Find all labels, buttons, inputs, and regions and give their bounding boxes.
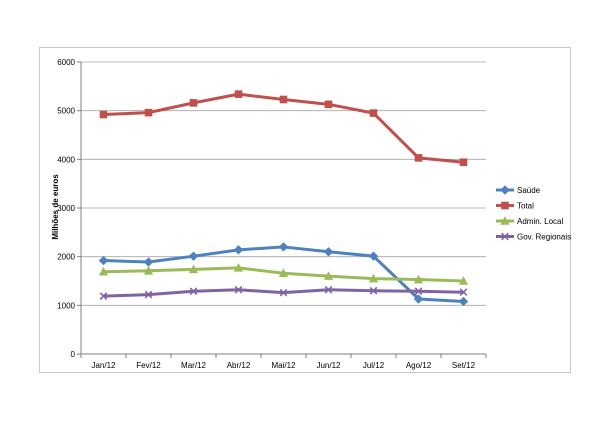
legend-marker xyxy=(501,232,509,241)
data-point xyxy=(413,294,424,304)
legend-marker xyxy=(501,201,509,210)
legend-item: Gov. Regionais xyxy=(496,233,571,242)
legend-label: Gov. Regionais xyxy=(517,233,571,242)
data-point xyxy=(324,100,333,109)
data-point xyxy=(368,251,379,261)
data-point xyxy=(234,285,243,294)
data-point xyxy=(144,108,153,117)
data-point xyxy=(278,268,289,278)
legend-item: Saúde xyxy=(496,185,541,195)
data-point xyxy=(234,90,243,98)
data-point xyxy=(144,290,153,299)
data-point xyxy=(414,287,423,296)
data-point xyxy=(279,95,288,104)
gridlines xyxy=(77,61,486,355)
legend-label: Saúde xyxy=(517,186,541,195)
x-tick-label: Jun/12 xyxy=(316,361,341,370)
series-group xyxy=(98,90,469,307)
data-point xyxy=(324,285,333,294)
x-tick-label: Ago/12 xyxy=(406,361,432,370)
legend: Saúde Total Admin. Local Gov. Regionais xyxy=(496,185,571,242)
x-tick-label: Jul/12 xyxy=(363,361,385,370)
data-point xyxy=(458,296,469,307)
series-3 xyxy=(99,285,468,300)
axes xyxy=(80,62,486,355)
y-tick-label: 4000 xyxy=(57,155,75,164)
x-tick-label: Mar/12 xyxy=(181,361,206,370)
y-tick-label: 3000 xyxy=(57,204,75,213)
y-tick-label: 0 xyxy=(71,350,76,359)
data-point xyxy=(143,257,154,267)
data-point xyxy=(143,265,154,275)
y-tick-label: 6000 xyxy=(57,58,75,67)
y-axis-label: Milhões de euros xyxy=(51,174,60,240)
data-point xyxy=(99,110,108,119)
data-point xyxy=(98,255,109,266)
x-tick-label: Fev/12 xyxy=(136,361,161,370)
series-0 xyxy=(98,242,469,307)
legend-marker xyxy=(500,185,510,195)
data-point xyxy=(188,264,199,274)
data-point xyxy=(233,245,244,255)
series-1 xyxy=(99,90,468,167)
data-point xyxy=(189,99,198,107)
data-point xyxy=(369,286,378,295)
data-point xyxy=(278,242,289,252)
data-point xyxy=(279,288,288,297)
legend-item: Admin. Local xyxy=(496,216,563,226)
data-point xyxy=(368,273,379,283)
data-point xyxy=(459,158,468,167)
data-point xyxy=(458,276,469,285)
legend-label: Total xyxy=(517,202,534,211)
data-point xyxy=(188,251,199,261)
x-tick-label: Jan/12 xyxy=(91,361,116,370)
x-tick-label: Mai/12 xyxy=(271,361,296,370)
data-point xyxy=(323,247,334,257)
data-point xyxy=(369,109,378,117)
x-tick-label: Abr/12 xyxy=(227,361,251,370)
data-point xyxy=(233,263,244,272)
series-line xyxy=(103,92,464,164)
series-2 xyxy=(98,263,469,285)
data-point xyxy=(414,154,423,162)
data-point xyxy=(99,292,108,300)
x-tick-labels: Jan/12 Fev/12 Mar/12 Abr/12 Mai/12 Jun/12 Jul/… xyxy=(80,354,487,370)
y-tick-label: 2000 xyxy=(57,253,75,262)
data-point xyxy=(323,271,334,280)
x-tick-label: Set/12 xyxy=(452,361,476,370)
y-tick-label: 1000 xyxy=(57,301,75,310)
y-tick-labels: 0 1000 2000 3000 4000 5000 6000 xyxy=(57,58,75,359)
legend-marker xyxy=(500,216,510,225)
data-point xyxy=(189,287,198,296)
data-point xyxy=(413,274,424,284)
legend-label: Admin. Local xyxy=(517,217,563,226)
y-tick-label: 5000 xyxy=(57,107,75,116)
data-point xyxy=(98,266,109,276)
legend-item: Total xyxy=(496,202,534,211)
data-point xyxy=(459,288,468,297)
